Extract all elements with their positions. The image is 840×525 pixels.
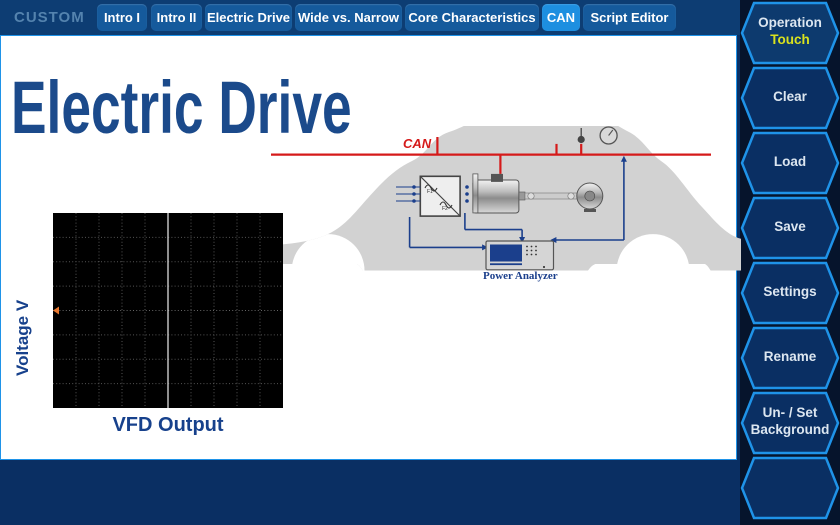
svg-text:CAN: CAN: [403, 136, 432, 151]
svg-text:F2: F2: [442, 206, 448, 212]
svg-text:Power Analyzer: Power Analyzer: [483, 270, 558, 282]
svg-text:F1: F1: [427, 189, 433, 195]
